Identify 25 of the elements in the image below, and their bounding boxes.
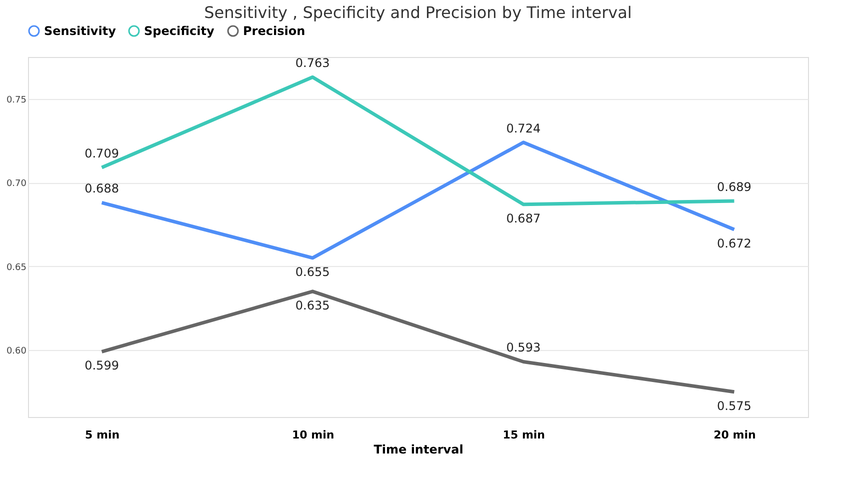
y-tick-label: 0.65	[6, 262, 26, 273]
data-label: 0.688	[84, 182, 119, 196]
data-label: 0.635	[295, 298, 330, 312]
legend-label: Specificity	[144, 24, 214, 38]
data-label: 0.672	[717, 236, 752, 250]
data-label: 0.709	[84, 146, 119, 161]
data-label: 0.599	[84, 358, 119, 373]
data-label: 0.575	[717, 398, 752, 413]
y-tick-label: 0.60	[6, 346, 27, 357]
data-label: 0.724	[506, 121, 541, 136]
data-label: 0.763	[295, 56, 330, 70]
y-tick-label: 0.70	[6, 179, 27, 190]
x-tick-label: 15 min	[502, 428, 546, 442]
x-tick-label: 10 min	[292, 428, 334, 442]
legend-label: Precision	[243, 24, 306, 38]
x-axis-title: Time interval	[374, 442, 464, 456]
data-label: 0.687	[506, 211, 541, 226]
data-label: 0.689	[717, 180, 752, 194]
chart-title: Sensitivity , Specificity and Precision by Time interval	[204, 3, 632, 22]
data-label: 0.655	[295, 264, 330, 279]
x-tick-label: 20 min	[714, 428, 756, 442]
y-tick-label: 0.75	[6, 95, 26, 106]
x-tick-label: 5 min	[85, 428, 120, 442]
legend-label: Sensitivity	[44, 24, 116, 38]
data-label: 0.593	[506, 340, 541, 355]
